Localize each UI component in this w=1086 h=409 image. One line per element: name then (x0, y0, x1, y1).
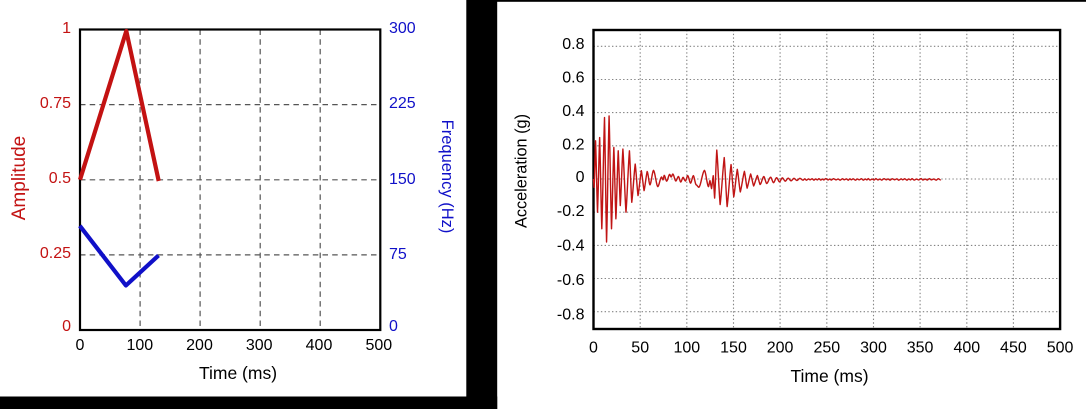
svg-text:150: 150 (389, 171, 416, 188)
svg-text:0.4: 0.4 (562, 103, 584, 120)
svg-text:Acceleration (g): Acceleration (g) (512, 114, 530, 228)
svg-text:300: 300 (860, 339, 887, 356)
svg-text:100: 100 (126, 337, 153, 354)
svg-text:500: 500 (1047, 339, 1074, 356)
svg-text:0: 0 (589, 339, 598, 356)
svg-text:0.8: 0.8 (562, 36, 584, 53)
svg-text:500: 500 (365, 337, 392, 354)
svg-text:0: 0 (576, 169, 585, 186)
svg-text:1: 1 (62, 20, 71, 37)
svg-text:0.5: 0.5 (49, 170, 71, 187)
svg-text:Frequency (Hz): Frequency (Hz) (438, 120, 456, 234)
svg-text:75: 75 (389, 246, 407, 263)
svg-text:300: 300 (389, 20, 416, 37)
svg-text:-0.8: -0.8 (557, 306, 585, 323)
svg-text:400: 400 (306, 337, 333, 354)
svg-text:200: 200 (767, 339, 794, 356)
svg-text:0: 0 (76, 337, 85, 354)
svg-text:0.2: 0.2 (562, 137, 584, 154)
svg-text:-0.4: -0.4 (557, 238, 585, 255)
svg-text:Amplitude: Amplitude (9, 136, 30, 221)
svg-text:Time (ms): Time (ms) (199, 363, 277, 383)
svg-text:450: 450 (1000, 339, 1027, 356)
svg-text:0.6: 0.6 (562, 70, 584, 87)
svg-text:Time (ms): Time (ms) (790, 366, 868, 386)
svg-text:50: 50 (631, 339, 649, 356)
svg-text:0: 0 (389, 318, 398, 335)
svg-text:-0.6: -0.6 (557, 272, 585, 289)
svg-text:0.75: 0.75 (40, 95, 71, 112)
svg-text:0.25: 0.25 (40, 245, 71, 262)
svg-text:350: 350 (907, 339, 934, 356)
svg-text:100: 100 (673, 339, 700, 356)
svg-text:300: 300 (246, 337, 273, 354)
svg-text:-0.2: -0.2 (557, 203, 585, 220)
svg-text:250: 250 (813, 339, 840, 356)
svg-text:200: 200 (186, 337, 213, 354)
svg-text:225: 225 (389, 95, 416, 112)
svg-text:400: 400 (953, 339, 980, 356)
svg-text:150: 150 (720, 339, 747, 356)
svg-text:0: 0 (62, 318, 71, 335)
